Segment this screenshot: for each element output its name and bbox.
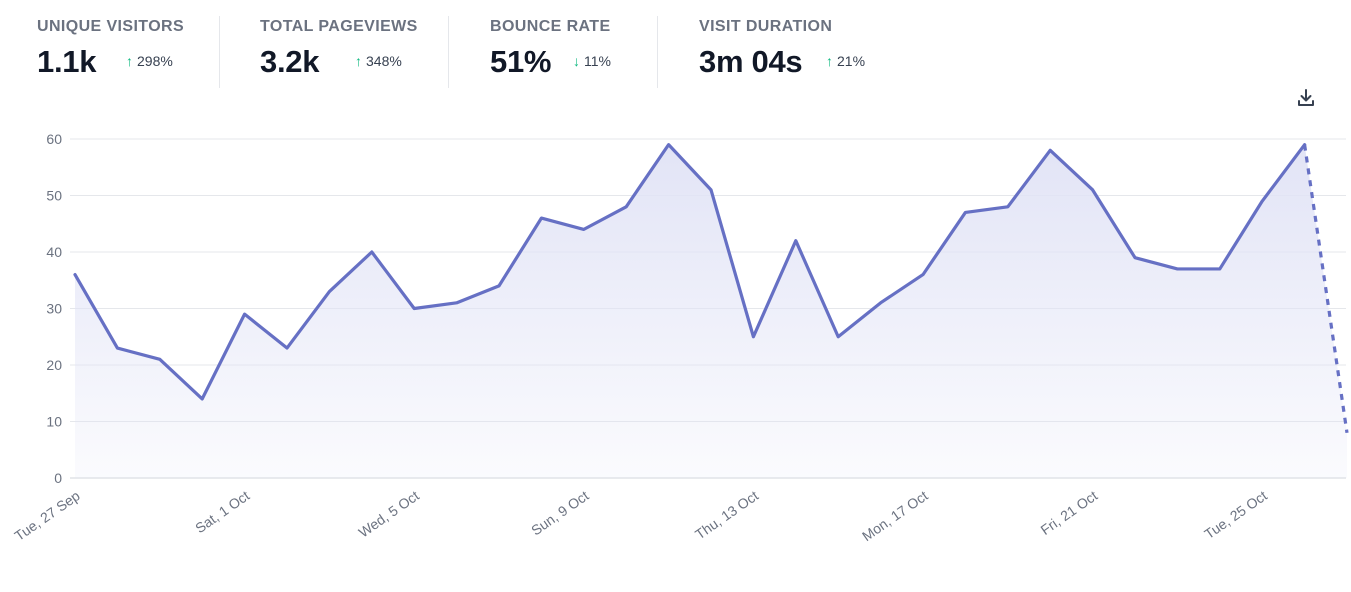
metric-label: TOTAL PAGEVIEWS bbox=[260, 18, 418, 35]
y-tick-label: 60 bbox=[46, 131, 62, 147]
data-point[interactable] bbox=[454, 300, 460, 306]
data-point[interactable] bbox=[793, 238, 799, 244]
data-point[interactable] bbox=[1090, 187, 1096, 193]
arrow-up-icon: ↑ bbox=[126, 53, 133, 69]
data-point[interactable] bbox=[538, 215, 544, 221]
data-point[interactable] bbox=[750, 334, 756, 340]
y-tick-label: 20 bbox=[46, 357, 62, 373]
metric-label: UNIQUE VISITORS bbox=[37, 18, 185, 35]
data-point[interactable] bbox=[369, 249, 375, 255]
x-tick-label: Sun, 9 Oct bbox=[528, 487, 591, 538]
x-tick-label: Tue, 25 Oct bbox=[1201, 487, 1270, 542]
data-point[interactable] bbox=[1174, 266, 1180, 272]
data-point[interactable] bbox=[920, 272, 926, 278]
y-tick-label: 50 bbox=[46, 188, 62, 204]
metric-change: ↓ 11% bbox=[573, 53, 611, 69]
data-point[interactable] bbox=[496, 283, 502, 289]
y-tick-label: 40 bbox=[46, 244, 62, 260]
download-button[interactable] bbox=[1294, 86, 1318, 110]
arrow-down-icon: ↓ bbox=[573, 53, 580, 69]
data-point[interactable] bbox=[199, 396, 205, 402]
x-tick-label: Fri, 21 Oct bbox=[1038, 487, 1101, 538]
data-point[interactable] bbox=[623, 204, 629, 210]
series-area-fill bbox=[75, 144, 1347, 478]
data-point[interactable] bbox=[1005, 204, 1011, 210]
data-point[interactable] bbox=[157, 356, 163, 362]
x-tick-label: Wed, 5 Oct bbox=[356, 487, 422, 540]
x-tick-label: Sat, 1 Oct bbox=[192, 487, 252, 536]
metric-change: ↑ 21% bbox=[826, 53, 865, 69]
metric-bounce-rate[interactable]: BOUNCE RATE 51% ↓ 11% bbox=[490, 16, 658, 88]
data-point[interactable] bbox=[1217, 266, 1223, 272]
arrow-up-icon: ↑ bbox=[355, 53, 362, 69]
data-point[interactable] bbox=[1047, 147, 1053, 153]
metric-total-pageviews[interactable]: TOTAL PAGEVIEWS 3.2k ↑ 348% bbox=[260, 16, 449, 88]
metric-change: ↑ 348% bbox=[355, 53, 402, 69]
data-point[interactable] bbox=[835, 334, 841, 340]
metric-visit-duration[interactable]: VISIT DURATION 3m 04s ↑ 21% bbox=[699, 16, 899, 88]
data-point[interactable] bbox=[1302, 142, 1308, 148]
data-point[interactable] bbox=[878, 300, 884, 306]
data-point[interactable] bbox=[326, 289, 332, 295]
y-tick-label: 0 bbox=[54, 470, 62, 486]
metric-change-value: 298% bbox=[137, 53, 173, 69]
series-line-incomplete bbox=[1303, 144, 1349, 434]
metric-unique-visitors[interactable]: UNIQUE VISITORS 1.1k ↑ 298% bbox=[37, 16, 220, 88]
data-point[interactable] bbox=[666, 142, 672, 148]
metric-value: 1.1k bbox=[37, 44, 97, 79]
x-tick-label: Thu, 13 Oct bbox=[692, 487, 761, 542]
metric-value: 3.2k bbox=[260, 44, 320, 79]
data-point[interactable] bbox=[72, 272, 78, 278]
metric-change-value: 348% bbox=[366, 53, 402, 69]
x-tick-label: Mon, 17 Oct bbox=[859, 487, 931, 544]
data-point[interactable] bbox=[114, 345, 120, 351]
data-point[interactable] bbox=[242, 311, 248, 317]
metric-label: VISIT DURATION bbox=[699, 18, 833, 35]
series-line bbox=[73, 143, 1307, 401]
metric-value: 51% bbox=[490, 44, 552, 79]
data-point[interactable] bbox=[962, 209, 968, 215]
data-point[interactable] bbox=[1344, 430, 1350, 436]
x-tick-label: Tue, 27 Sep bbox=[11, 487, 82, 544]
top-stats: UNIQUE VISITORS 1.1k ↑ 298% TOTAL PAGEVIE… bbox=[0, 0, 1351, 92]
metric-label: BOUNCE RATE bbox=[490, 18, 611, 35]
data-point[interactable] bbox=[1259, 198, 1265, 204]
y-tick-label: 30 bbox=[46, 301, 62, 317]
y-tick-label: 10 bbox=[46, 414, 62, 430]
arrow-up-icon: ↑ bbox=[826, 53, 833, 69]
metric-change-value: 11% bbox=[584, 53, 611, 69]
metric-change: ↑ 298% bbox=[126, 53, 173, 69]
metric-value: 3m 04s bbox=[699, 44, 803, 79]
data-point[interactable] bbox=[581, 226, 587, 232]
data-point[interactable] bbox=[1132, 255, 1138, 261]
download-icon bbox=[1298, 89, 1314, 106]
data-point[interactable] bbox=[284, 345, 290, 351]
metric-change-value: 21% bbox=[837, 53, 866, 69]
data-point[interactable] bbox=[411, 306, 417, 312]
data-point[interactable] bbox=[708, 187, 714, 193]
visitors-line-chart[interactable]: 0 10 20 30 40 50 60 Tue, 27 Sep Sat, 1 Oct Wed, … bbox=[0, 110, 1351, 592]
